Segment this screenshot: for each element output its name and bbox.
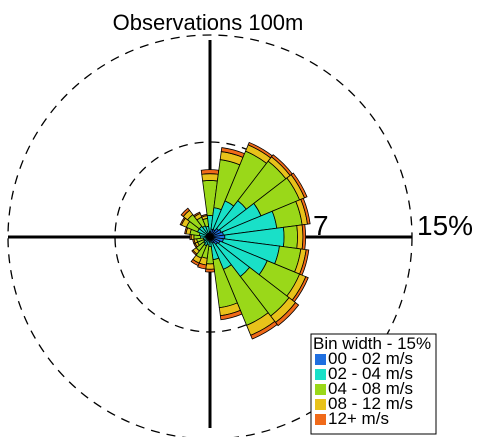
rose-petal-dir315-bin4 [180,207,191,218]
rose-petal-dir165-bin4 [219,309,243,321]
chart-title: Observations 100m [113,10,304,35]
rose-petal-dir135-bin4 [275,302,300,327]
rose-petal-dir150-bin4 [250,320,278,340]
ring-label-15: 15% [417,210,473,241]
rose-petal-dir195-bin4 [197,262,207,270]
rose-petal-dir225-bin4 [191,249,198,256]
rose-petal-dir75-bin4 [300,197,311,225]
legend-title: Bin width - 15% [313,334,431,353]
rose-petal-dir330-bin4 [193,211,201,218]
rose-petal-dir270-bin4 [189,233,192,241]
rose-petal-dir90-bin3 [296,224,304,250]
legend-swatch-4 [315,414,326,425]
legend-box [310,333,437,435]
legend-swatch-0 [315,354,326,365]
legend-label-3: 08 - 12 m/s [328,394,413,413]
rose-petal-dir0-bin3 [201,173,219,182]
legend-label-4: 12+ m/s [328,409,389,428]
legend-swatch-3 [315,399,326,410]
rose-petal-dir90-bin4 [301,224,307,250]
legend-swatch-2 [315,384,326,395]
legend-label-0: 00 - 02 m/s [328,349,413,368]
petal-group [179,141,311,340]
rose-petal-dir60-bin4 [290,172,308,199]
legend-label-2: 04 - 08 m/s [328,379,413,398]
ring-label-group: 7 15% [313,210,473,241]
rose-petal-dir180-bin4 [204,268,216,273]
legend-label-1: 02 - 04 m/s [328,364,413,383]
ring-label-7: 7 [313,210,329,241]
legend-swatch-1 [315,369,326,380]
rose-petal-dir345-bin4 [200,213,208,218]
legend: Bin width - 15% 00 - 02 m/s 02 - 04 m/s … [310,333,437,435]
rose-petal-dir180-bin3 [205,263,215,270]
rose-petal-dir210-bin4 [190,258,200,267]
rose-petal-dir0-bin4 [200,169,220,175]
rose-petal-dir90-bin2 [282,225,298,249]
